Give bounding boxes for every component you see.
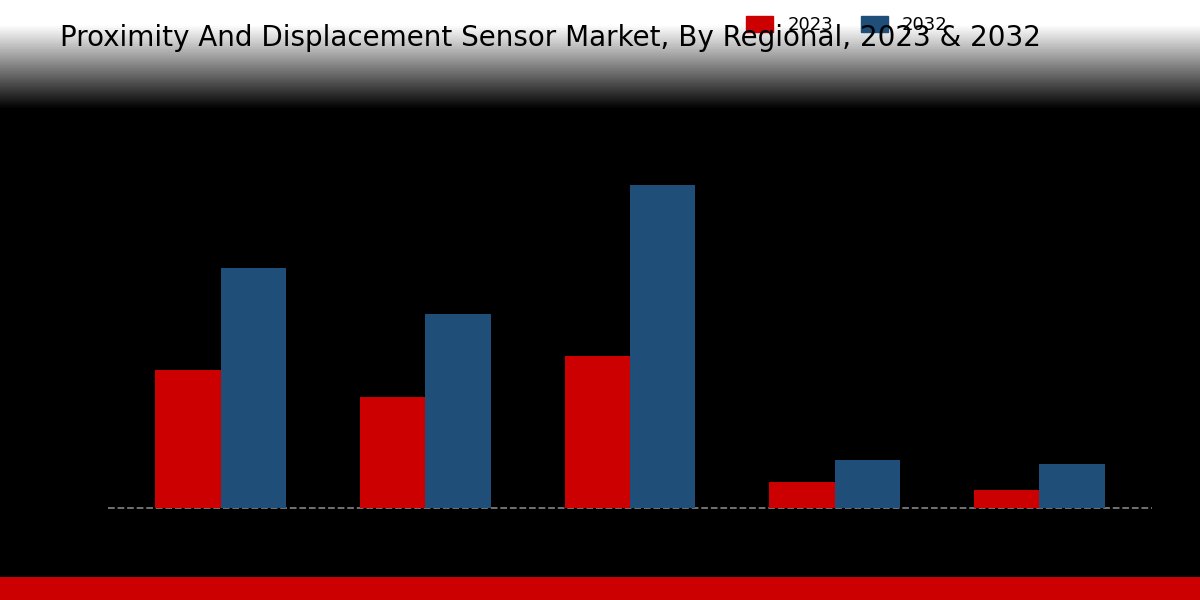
Bar [360, 397, 426, 508]
Legend: 2023, 2032: 2023, 2032 [739, 8, 955, 41]
Bar [0, 577, 1200, 600]
Bar [564, 356, 630, 508]
Bar [834, 460, 900, 508]
Bar [156, 370, 221, 508]
Bar [973, 490, 1039, 508]
Y-axis label: Market Size in USD Billion: Market Size in USD Billion [79, 205, 97, 437]
Bar [221, 268, 287, 508]
Text: Proximity And Displacement Sensor Market, By Regional, 2023 & 2032: Proximity And Displacement Sensor Market… [60, 24, 1040, 52]
Bar [1039, 464, 1104, 508]
Bar [769, 482, 834, 508]
Bar [426, 314, 491, 508]
Text: 1.5: 1.5 [118, 361, 149, 379]
Bar [630, 185, 696, 508]
